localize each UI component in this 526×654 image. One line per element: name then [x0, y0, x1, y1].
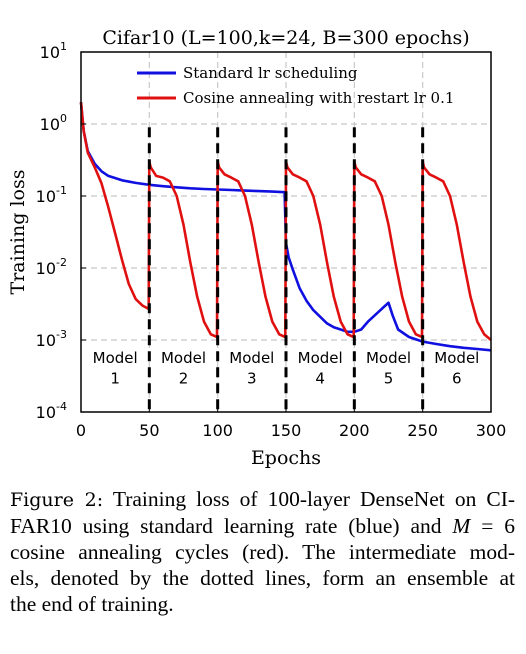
y-axis-label: Training loss [7, 170, 29, 295]
caption-label: Figure 2: [10, 489, 104, 511]
model-number: 3 [247, 369, 257, 387]
y-tick-label: 10-2 [36, 256, 67, 278]
y-tick-label: 101 [40, 40, 67, 62]
figure-caption: Figure 2: Training loss of 100-layer Den… [10, 486, 515, 617]
series-line-1 [79, 102, 492, 352]
model-label: Model [298, 349, 343, 367]
y-tick-label: 10-3 [36, 328, 67, 350]
model-label: Model [229, 349, 274, 367]
model-number: 5 [384, 369, 394, 387]
x-tick-label: 50 [139, 421, 159, 440]
model-label: Model [93, 349, 138, 367]
x-tick-label: 200 [339, 421, 370, 440]
x-tick-label: 0 [76, 421, 86, 440]
x-tick-label: 300 [476, 421, 507, 440]
model-number: 2 [179, 369, 189, 387]
caption-line-1: Figure 2: Training loss of 100-layer Den… [10, 487, 516, 511]
caption-line-3: cosine annealing cycles (red). The inter… [10, 540, 515, 564]
legend-label-2: Cosine annealing with restart lr 0.1 [183, 89, 454, 107]
model-label: Model [434, 349, 479, 367]
x-axis-label: Epochs [251, 447, 321, 469]
caption-line-5: the end of training. [10, 592, 174, 616]
caption-line-2: FAR10 using standard learning rate (blue… [10, 514, 515, 538]
x-tick-label: 250 [407, 421, 438, 440]
model-number: 4 [315, 369, 325, 387]
legend-label-1: Standard lr scheduling [183, 64, 358, 82]
caption-math-var: M [452, 514, 471, 538]
caption-line-4: els, denoted by the dotted lines, form a… [10, 566, 515, 590]
figure: 0 50 100 150 200 250 300 101 100 10-1 10-2 10-3 10-4… [7, 27, 507, 469]
y-tick-label: 100 [40, 112, 67, 134]
model-number: 6 [452, 369, 462, 387]
model-label: Model [161, 349, 206, 367]
x-tick-label: 150 [271, 421, 302, 440]
model-label: Model [366, 349, 411, 367]
y-tick-label: 10-4 [36, 400, 67, 422]
chart-title: Cifar10 (L=100,k=24, B=300 epochs) [102, 27, 469, 49]
chart: 0 50 100 150 200 250 300 101 100 10-1 10-2 10-3 10-4… [7, 27, 507, 469]
model-number: 1 [110, 369, 120, 387]
x-tick-label: 100 [202, 421, 233, 440]
y-tick-label: 10-1 [36, 184, 67, 206]
